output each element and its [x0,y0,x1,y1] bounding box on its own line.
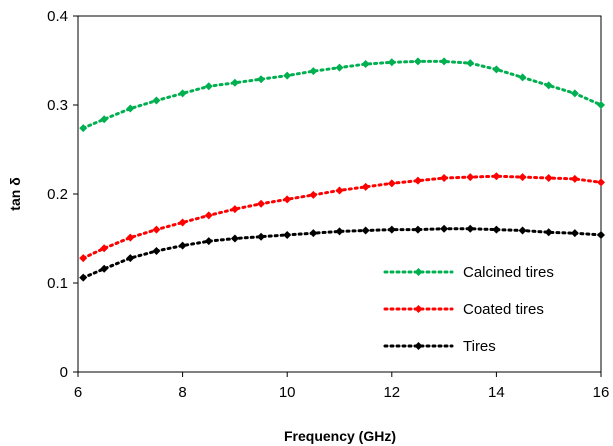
data-point [79,124,88,133]
data-point [597,101,605,109]
data-point [492,65,501,74]
data-point [309,229,318,238]
y-tick-label: 0.3 [47,97,68,114]
data-point [570,174,579,183]
data-point [413,57,422,66]
y-tick-label: 0.1 [47,275,68,292]
data-point [518,73,527,82]
data-point [544,228,553,237]
data-point [283,195,292,204]
data-point [126,254,135,263]
y-axis-title: tan δ [7,177,23,210]
data-point [257,75,266,84]
data-point [309,190,318,199]
data-point [413,225,422,234]
series-layer [79,57,605,282]
legend-item: Calcined tires [383,264,554,281]
data-point [230,234,239,243]
legend-label: Tires [463,338,496,355]
legend-label: Coated tires [463,301,544,318]
data-point [152,225,161,234]
data-point [230,78,239,87]
data-point [361,60,370,69]
data-point [335,227,344,236]
data-point [335,186,344,195]
data-point [570,89,579,98]
data-point [544,173,553,182]
series-1 [79,172,605,263]
data-point [309,67,318,76]
series-2 [79,224,605,282]
legend-swatch-marker [414,305,423,313]
data-point [178,241,187,250]
legend-item: Coated tires [383,301,544,318]
y-tick-label: 0.2 [47,186,68,203]
data-point [518,226,527,235]
data-point [518,173,527,182]
data-point [230,205,239,214]
data-point [178,218,187,227]
data-point [100,244,109,253]
data-point [597,230,605,239]
data-point [79,254,88,263]
y-tick-label: 0.4 [47,8,68,25]
legend-swatch-marker [414,268,423,276]
data-point [466,59,475,68]
data-point [204,237,213,246]
data-point [413,176,422,185]
series-0 [79,57,605,133]
data-point [387,179,396,188]
data-point [570,229,579,238]
data-point [126,233,135,242]
x-tick-label: 6 [74,384,82,401]
series-line [81,227,603,280]
data-point [361,182,370,191]
data-point [544,81,553,90]
x-axis-ticks: 6 8 10 12 14 16 [74,372,610,401]
data-point [492,225,501,234]
data-point [361,226,370,235]
data-point [597,178,605,187]
x-tick-label: 14 [488,384,505,401]
legend: Calcined tires Coated tires Tires [383,264,554,355]
data-point [466,173,475,182]
x-tick-label: 8 [178,384,186,401]
y-axis-ticks: 0 0.1 0.2 0.3 0.4 [47,8,78,381]
legend-label: Calcined tires [463,264,554,281]
data-point [440,173,449,182]
data-point [178,89,187,98]
data-point [440,57,449,66]
x-tick-label: 12 [383,384,400,401]
data-point [204,211,213,220]
x-tick-label: 10 [279,384,296,401]
data-point [126,104,135,113]
y-tick-label: 0 [60,364,68,381]
legend-swatch-marker [414,342,423,350]
data-point [204,82,213,91]
data-point [387,58,396,67]
data-point [257,232,266,241]
data-point [387,225,396,234]
data-point [152,246,161,255]
x-tick-label: 16 [593,384,610,401]
data-point [152,96,161,105]
data-point [79,273,88,282]
data-point [440,224,449,233]
legend-item: Tires [383,338,496,355]
x-axis-title: Frequency (GHz) [284,428,396,444]
data-point [100,115,109,124]
data-point [335,63,344,72]
data-point [466,224,475,233]
data-point [492,172,501,181]
data-point [100,264,109,273]
data-point [283,71,292,80]
data-point [257,199,266,208]
data-point [283,230,292,239]
